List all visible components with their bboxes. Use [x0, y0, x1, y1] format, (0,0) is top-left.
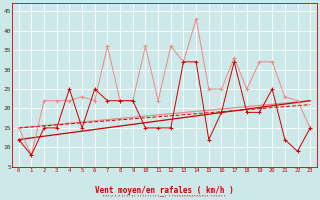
X-axis label: Vent moyen/en rafales ( km/h ): Vent moyen/en rafales ( km/h ) [95, 186, 234, 195]
Text: ↗↗↗ ↗ ↗ ↗ ↑↑↑↑↑↑ ↑↑↑↑↑↑↑↑↑→→↑ ↑ ↑↖↖↖↖↖↖↖↖↖↖↖↖↖↖ ↑↗↑↗↑ ↑: ↗↗↗ ↗ ↗ ↗ ↑↑↑↑↑↑ ↑↑↑↑↑↑↑↑↑→→↑ ↑ ↑↖↖↖↖↖↖↖… [102, 194, 227, 198]
